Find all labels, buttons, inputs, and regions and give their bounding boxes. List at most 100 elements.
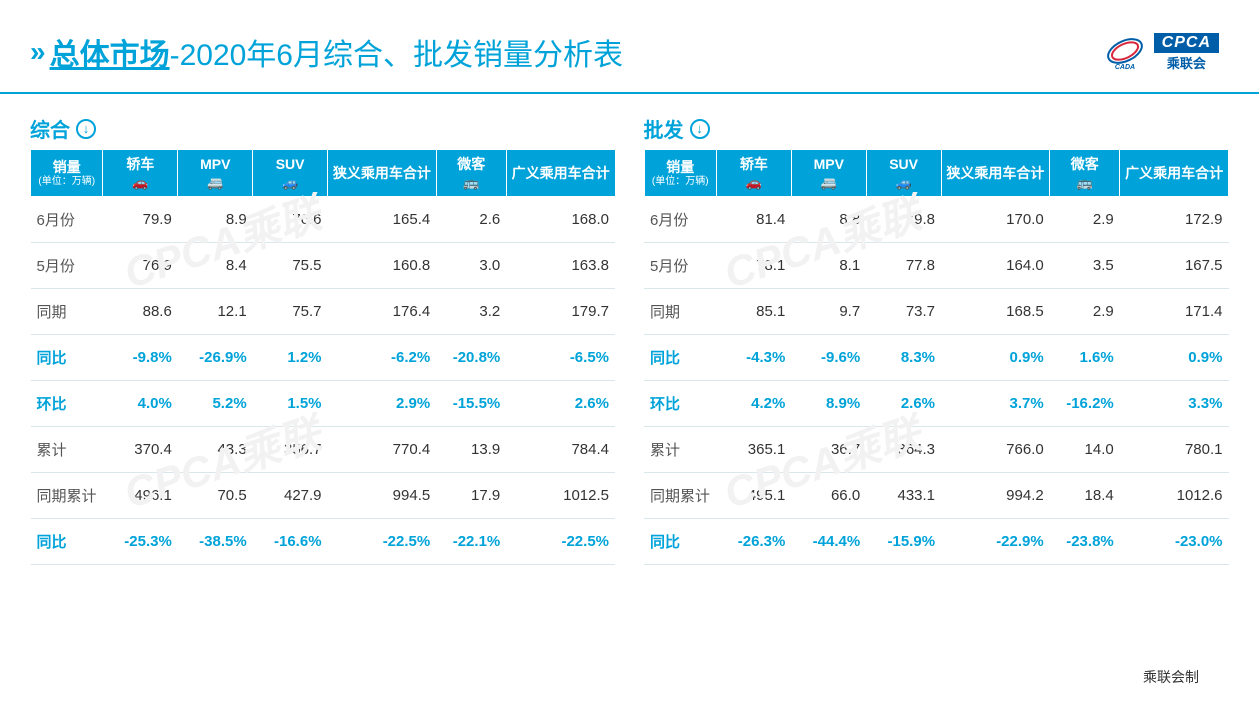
col-header-label: MPV [814, 156, 844, 172]
col-header-label: 微客 [1071, 156, 1099, 172]
row-label: 6月份 [644, 197, 716, 243]
data-cell: -44.4% [791, 519, 866, 565]
data-cell: 179.7 [506, 289, 615, 335]
data-cell: 36.7 [791, 427, 866, 473]
data-cell: -22.1% [436, 519, 506, 565]
col-header: 广义乘用车合计 [506, 150, 615, 197]
data-cell: 1012.6 [1120, 473, 1229, 519]
data-cell: 8.9% [791, 381, 866, 427]
data-cell: -23.8% [1050, 519, 1120, 565]
tables-container: 综合↓销量(单位：万辆)轿车🚗MPV🚐SUV🚙狭义乘用车合计微客🚌广义乘用车合计… [0, 94, 1259, 565]
data-cell: 1.5% [253, 381, 328, 427]
data-cell: 1012.5 [506, 473, 615, 519]
data-cell: 356.7 [253, 427, 328, 473]
col-header: 微客🚌 [1050, 150, 1120, 197]
table-row: 同期88.612.175.7176.43.2179.7 [31, 289, 616, 335]
row-label: 同期 [31, 289, 103, 335]
data-cell: -22.5% [506, 519, 615, 565]
data-table: 销量(单位：万辆)轿车🚗MPV🚐SUV🚙狭义乘用车合计微客🚌广义乘用车合计6月份… [30, 149, 616, 565]
row-label: 5月份 [644, 243, 716, 289]
data-cell: 164.0 [941, 243, 1050, 289]
data-cell: 1.2% [253, 335, 328, 381]
data-cell: 4.0% [103, 381, 178, 427]
title-wrap: » 总体市场-2020年6月综合、批发销量分析表 [30, 30, 623, 74]
data-cell: 8.1 [791, 243, 866, 289]
data-cell: 495.1 [716, 473, 791, 519]
data-cell: 8.3% [866, 335, 941, 381]
table-title: 综合↓ [30, 114, 616, 143]
table-row: 同期累计496.170.5427.9994.517.91012.5 [31, 473, 616, 519]
table-title-text: 综合 [30, 114, 70, 143]
footer-note: 乘联会制 [1143, 667, 1199, 687]
data-cell: 8.8 [791, 197, 866, 243]
data-table: 销量(单位：万辆)轿车🚗MPV🚐SUV🚙狭义乘用车合计微客🚌广义乘用车合计6月份… [644, 149, 1230, 565]
logo-block: CADA CPCA 乘联会 [1102, 32, 1219, 72]
data-cell: 165.4 [328, 197, 437, 243]
table-block: 批发↓销量(单位：万辆)轿车🚗MPV🚐SUV🚙狭义乘用车合计微客🚌广义乘用车合计… [644, 114, 1230, 565]
data-cell: 0.9% [1120, 335, 1229, 381]
data-cell: 43.3 [178, 427, 253, 473]
data-cell: 784.4 [506, 427, 615, 473]
data-cell: -26.9% [178, 335, 253, 381]
col-header: 广义乘用车合计 [1120, 150, 1229, 197]
data-cell: -25.3% [103, 519, 178, 565]
data-cell: 365.1 [716, 427, 791, 473]
data-cell: 73.7 [866, 289, 941, 335]
row-label: 同期 [644, 289, 716, 335]
table-row: 5月份78.18.177.8164.03.5167.5 [644, 243, 1229, 289]
data-cell: -6.2% [328, 335, 437, 381]
row-label: 同期累计 [644, 473, 716, 519]
data-cell: 78.1 [716, 243, 791, 289]
data-cell: -26.3% [716, 519, 791, 565]
data-cell: 14.0 [1050, 427, 1120, 473]
data-cell: 780.1 [1120, 427, 1229, 473]
cpca-logo: CPCA 乘联会 [1154, 33, 1219, 72]
row-label: 累计 [31, 427, 103, 473]
table-row: 5月份76.98.475.5160.83.0163.8 [31, 243, 616, 289]
col-header-label: SUV [889, 156, 918, 172]
data-cell: 85.1 [716, 289, 791, 335]
table-title-text: 批发 [644, 114, 684, 143]
col-header: 狭义乘用车合计 [941, 150, 1050, 197]
table-row: 同比-4.3%-9.6%8.3%0.9%1.6%0.9% [644, 335, 1229, 381]
data-cell: 176.4 [328, 289, 437, 335]
row-label: 同比 [644, 335, 716, 381]
data-cell: 79.9 [103, 197, 178, 243]
data-cell: -6.5% [506, 335, 615, 381]
vehicle-icon: 🚐 [794, 175, 864, 191]
col-header: 狭义乘用车合计 [328, 150, 437, 197]
data-cell: -22.5% [328, 519, 437, 565]
data-cell: 12.1 [178, 289, 253, 335]
col-header-label: SUV [276, 156, 305, 172]
col-header-label: 轿车 [126, 156, 154, 172]
cpca-logo-bottom: 乘联会 [1167, 53, 1206, 72]
data-cell: -16.2% [1050, 381, 1120, 427]
data-cell: 76.9 [103, 243, 178, 289]
data-cell: 70.5 [178, 473, 253, 519]
data-cell: 2.6% [866, 381, 941, 427]
col-header-label: 轿车 [740, 156, 768, 172]
row-label: 同比 [31, 335, 103, 381]
cpca-logo-top: CPCA [1154, 33, 1219, 53]
chevron-icon: » [30, 36, 38, 68]
page-header: » 总体市场-2020年6月综合、批发销量分析表 CADA CPCA 乘联会 [0, 0, 1259, 94]
col-header: 销量(单位：万辆) [31, 150, 103, 197]
data-cell: 3.2 [436, 289, 506, 335]
data-cell: 427.9 [253, 473, 328, 519]
data-cell: -15.5% [436, 381, 506, 427]
title-main: 总体市场 [50, 39, 170, 72]
data-cell: 2.6% [506, 381, 615, 427]
col-header: MPV🚐 [178, 150, 253, 197]
data-cell: 79.8 [866, 197, 941, 243]
data-cell: 167.5 [1120, 243, 1229, 289]
data-cell: 163.8 [506, 243, 615, 289]
row-label: 环比 [31, 381, 103, 427]
data-cell: 170.0 [941, 197, 1050, 243]
data-cell: 433.1 [866, 473, 941, 519]
col-header-label: 微客 [457, 156, 485, 172]
data-cell: 0.9% [941, 335, 1050, 381]
row-label: 环比 [644, 381, 716, 427]
data-cell: 75.7 [253, 289, 328, 335]
table-row: 6月份81.48.879.8170.02.9172.9 [644, 197, 1229, 243]
row-label: 6月份 [31, 197, 103, 243]
